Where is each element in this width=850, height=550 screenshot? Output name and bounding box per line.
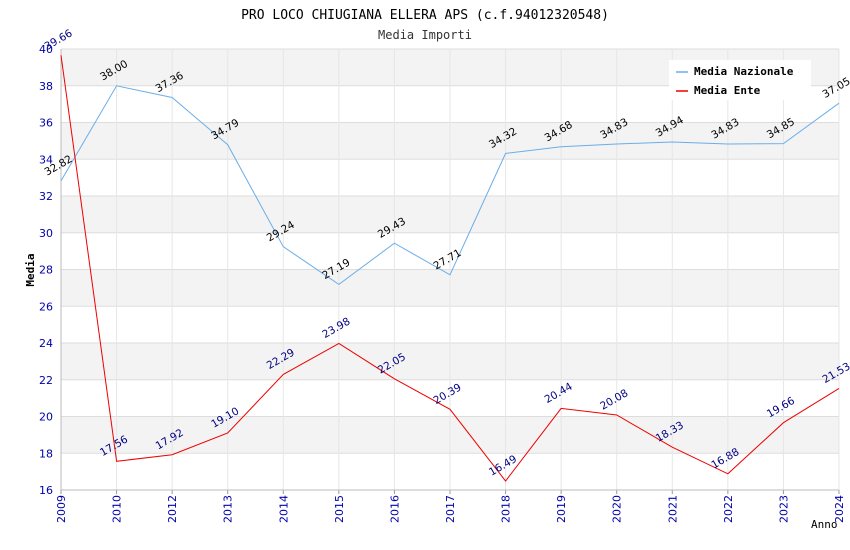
x-tick-label: 2024 <box>833 495 846 523</box>
series-lines <box>60 55 840 482</box>
x-tick-label: 2017 <box>444 495 457 523</box>
y-tick-label: 16 <box>39 484 53 497</box>
x-tick-label: 2010 <box>111 495 124 523</box>
legend-label-nazionale: Media Nazionale <box>694 65 794 78</box>
y-tick-label: 32 <box>39 190 53 203</box>
y-axis-label: Media <box>24 253 37 286</box>
x-tick-label: 2016 <box>388 495 401 523</box>
x-axis-label: Anno <box>811 518 838 531</box>
y-tick-label: 22 <box>39 374 53 387</box>
x-tick-label: 2015 <box>333 495 346 523</box>
x-tick-label: 2009 <box>55 495 68 523</box>
x-tick-labels: 2009 2010 2012 2013 2014 2015 2016 2017 2018 2019… <box>55 495 846 523</box>
y-tick-label: 34 <box>39 153 53 166</box>
y-tick-label: 40 <box>39 43 53 56</box>
x-tick-label: 2014 <box>277 495 290 523</box>
y-tick-label: 36 <box>39 117 53 130</box>
chart-subtitle: Media Importi <box>378 28 472 42</box>
grid-lines <box>60 48 840 491</box>
x-tick-label: 2019 <box>555 495 568 523</box>
chart-title: PRO LOCO CHIUGIANA ELLERA APS (c.f.94012… <box>241 8 609 23</box>
x-tick-label: 2021 <box>666 495 679 523</box>
y-tick-label: 28 <box>39 264 53 277</box>
x-tick-label: 2013 <box>222 495 235 523</box>
y-tick-label: 24 <box>39 337 53 350</box>
y-tick-label: 26 <box>39 300 53 313</box>
series-line-ente <box>60 55 840 482</box>
legend: Media Nazionale Media Ente <box>669 60 811 100</box>
axes <box>60 49 840 494</box>
x-tick-label: 2020 <box>611 495 624 523</box>
x-tick-label: 2023 <box>777 495 790 523</box>
y-tick-label: 38 <box>39 80 53 93</box>
y-tick-label: 18 <box>39 447 53 460</box>
x-tick-label: 2022 <box>722 495 735 523</box>
x-tick-label: 2012 <box>166 495 179 523</box>
x-tick-label: 2018 <box>500 495 513 523</box>
legend-box <box>669 60 811 100</box>
series-line-nazionale <box>60 85 840 286</box>
y-tick-label: 30 <box>39 227 53 240</box>
y-tick-labels: 16 18 20 22 24 26 28 30 32 34 36 38 40 <box>39 43 53 497</box>
y-tick-label: 20 <box>39 411 53 424</box>
legend-label-ente: Media Ente <box>694 84 761 97</box>
